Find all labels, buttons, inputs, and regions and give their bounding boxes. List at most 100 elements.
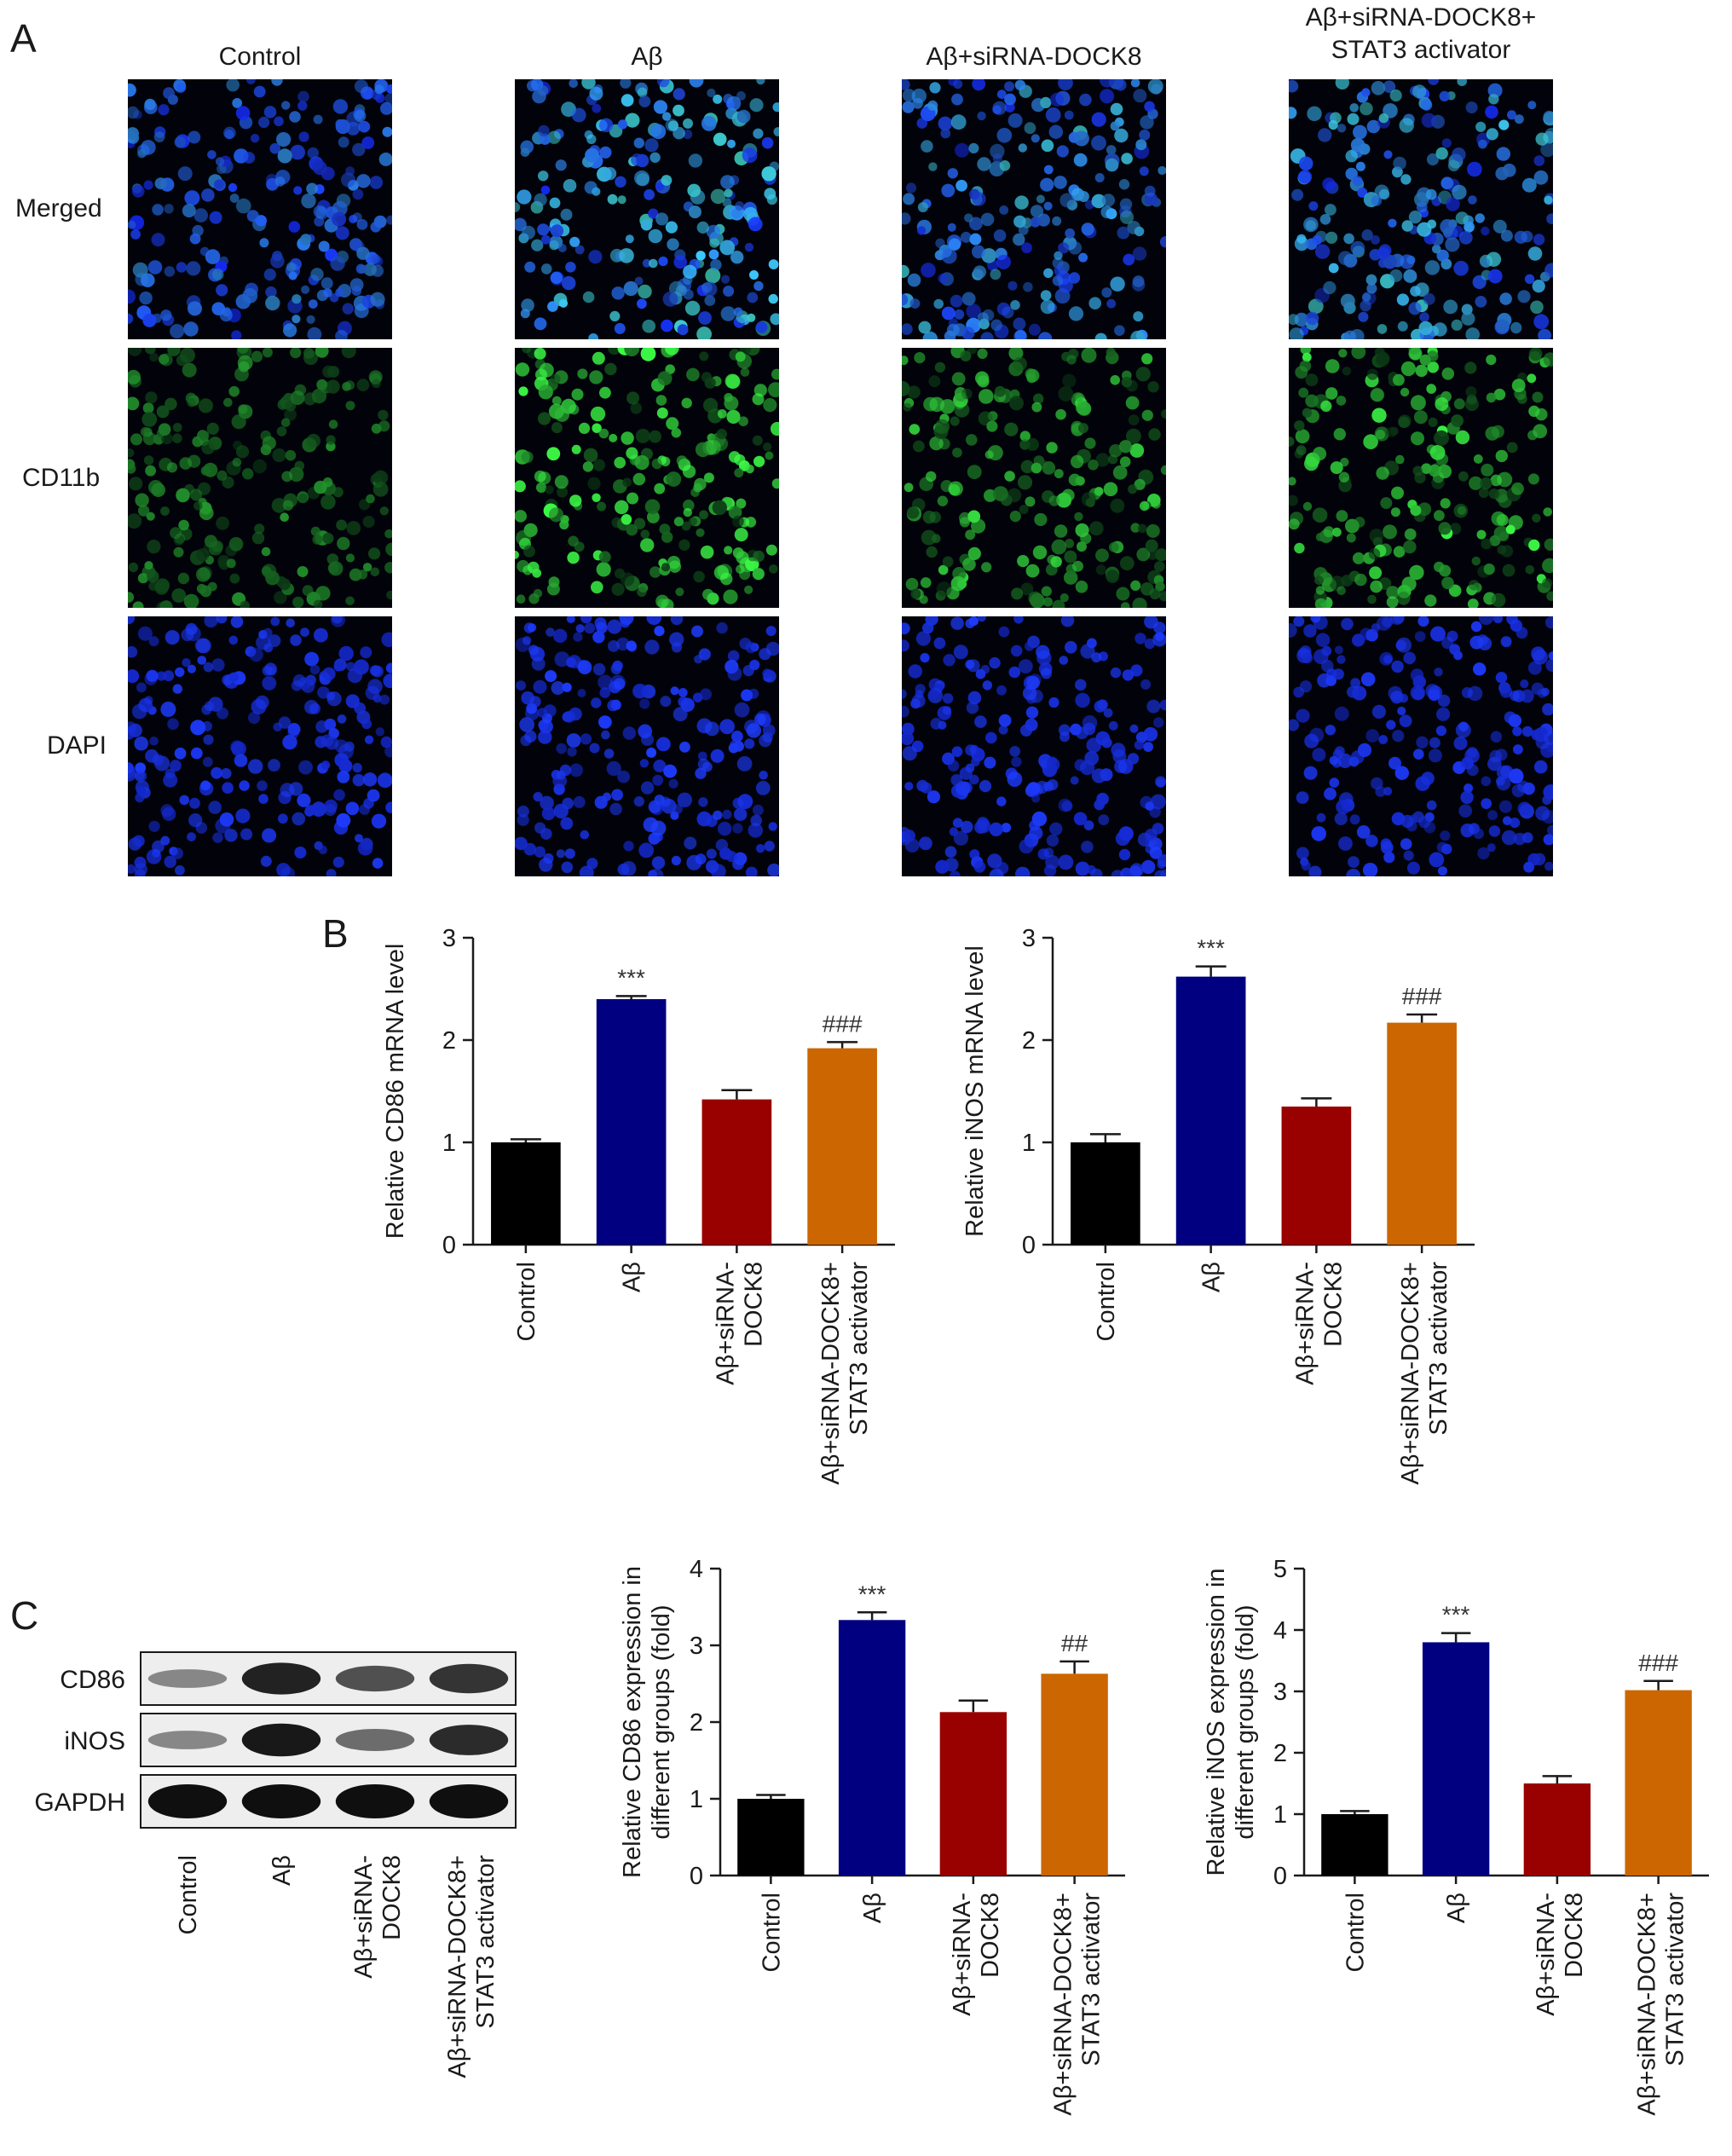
cell-spot [1082, 715, 1098, 731]
cell-spot [177, 166, 193, 182]
cell-spot [314, 480, 327, 494]
cell-spot [564, 848, 575, 859]
cell-spot [675, 587, 684, 597]
cell-spot [170, 324, 185, 338]
cell-spot [1497, 545, 1507, 555]
cell-spot [734, 702, 750, 718]
cell-spot [1441, 576, 1454, 590]
cell-spot [1354, 573, 1367, 587]
cell-spot [1126, 428, 1141, 444]
cell-spot [1464, 783, 1474, 794]
cell-spot [1366, 368, 1378, 380]
cell-spot [699, 510, 708, 520]
cell-spot [938, 273, 948, 284]
cell-spot [1140, 679, 1152, 690]
cell-spot [902, 622, 910, 635]
cell-spot [683, 130, 693, 140]
cell-spot [626, 447, 638, 460]
cell-spot [519, 717, 534, 732]
cell-spot [563, 179, 577, 193]
cell-spot [1389, 89, 1402, 102]
cell-spot [1411, 431, 1424, 446]
cell-spot [744, 720, 759, 734]
cell-spot [696, 221, 709, 234]
cell-spot [1358, 311, 1369, 322]
y-tick-label: 1 [442, 1130, 456, 1157]
cell-spot [1371, 235, 1380, 245]
cell-spot [1357, 188, 1368, 198]
cell-spot [1305, 373, 1319, 387]
cell-spot [371, 665, 384, 678]
cell-spot [330, 256, 345, 271]
cell-spot [1510, 691, 1520, 702]
cell-spot [1441, 637, 1454, 650]
cell-spot [723, 286, 735, 297]
cell-spot [370, 292, 385, 307]
cell-spot [135, 771, 145, 781]
cell-spot [640, 348, 656, 361]
cell-spot [1453, 398, 1465, 410]
cell-spot [1054, 251, 1063, 260]
cell-spot [577, 689, 586, 697]
cell-spot [1498, 119, 1510, 130]
cell-spot [278, 716, 292, 729]
cell-spot [1154, 561, 1165, 572]
cell-spot [263, 269, 276, 281]
cell-spot [1427, 361, 1439, 373]
cell-spot [1501, 829, 1517, 846]
cell-spot [1064, 570, 1078, 585]
cell-spot [140, 426, 151, 437]
cell-spot [1106, 569, 1119, 583]
cell-spot [962, 558, 976, 571]
cell-spot [638, 284, 652, 299]
cell-spot [642, 258, 651, 268]
cell-spot [1078, 252, 1088, 263]
cell-spot [1517, 801, 1532, 816]
cell-spot [989, 822, 1003, 836]
cell-spot [1024, 122, 1036, 135]
cell-spot [996, 685, 1007, 696]
cell-spot [582, 291, 595, 303]
cell-spot [356, 219, 368, 230]
cell-spot [204, 616, 218, 628]
cell-spot [226, 558, 236, 569]
cell-spot [1502, 564, 1516, 577]
cell-spot [696, 528, 705, 537]
cell-spot [1379, 651, 1394, 666]
cell-spot [188, 797, 200, 809]
cell-spot [1520, 679, 1529, 689]
cell-spot [755, 781, 771, 795]
cell-spot [297, 90, 309, 103]
cell-spot [765, 451, 774, 460]
cell-spot [666, 417, 679, 431]
cell-spot [1130, 79, 1140, 88]
cell-spot [1109, 444, 1123, 458]
row-title-merged: Merged [15, 194, 102, 223]
cell-spot [1148, 428, 1161, 441]
cell-spot [1442, 228, 1453, 238]
cell-spot [652, 774, 664, 786]
cell-spot [1403, 540, 1417, 554]
cell-spot [1303, 217, 1319, 233]
cell-spot [152, 840, 165, 853]
cell-spot [553, 628, 568, 643]
cell-spot [155, 578, 170, 592]
cell-spot [755, 321, 768, 333]
blot-row-label: iNOS [64, 1727, 125, 1755]
cell-spot [1013, 317, 1026, 331]
cell-spot [346, 662, 355, 672]
y-tick-label: 2 [1273, 1740, 1287, 1767]
cell-spot [145, 465, 156, 477]
cell-spot [722, 809, 732, 819]
cell-spot [929, 396, 944, 413]
cell-spot [908, 664, 922, 679]
significance-label: ### [823, 1010, 863, 1037]
cell-spot [1458, 471, 1469, 482]
cell-spot [745, 641, 757, 654]
cell-spot [927, 100, 938, 111]
cell-spot [977, 157, 991, 171]
cell-spot [521, 298, 534, 312]
cell-spot [773, 127, 779, 136]
cell-spot [139, 291, 153, 305]
cell-spot [1446, 197, 1460, 211]
